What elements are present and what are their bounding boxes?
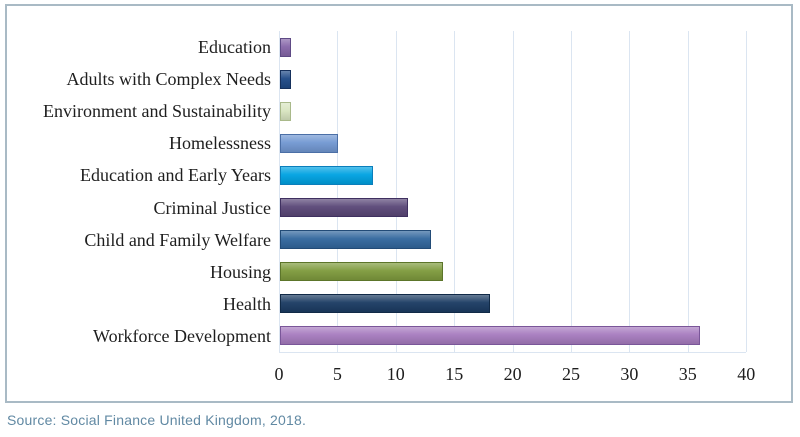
x-tick-label-35: 35 (678, 364, 697, 384)
x-tick-label-10: 10 (386, 364, 405, 384)
category-label-homelessness: Homelessness (169, 133, 271, 154)
category-label-housing: Housing (209, 261, 271, 282)
category-label-health: Health (223, 293, 271, 314)
category-label-criminal-justice: Criminal Justice (153, 197, 271, 218)
bar-housing (279, 262, 444, 282)
bar-adults-with-complex-needs (279, 69, 292, 89)
gridline-25 (571, 31, 572, 352)
category-label-adults-with-complex-needs: Adults with Complex Needs (66, 69, 272, 90)
gridline-15 (454, 31, 456, 352)
x-tick-label-15: 15 (445, 364, 464, 384)
x-tick-label-5: 5 (332, 364, 342, 384)
x-tick-label-25: 25 (562, 364, 580, 384)
gridline-0 (279, 31, 280, 352)
bar-health (279, 294, 490, 314)
x-axis-baseline (279, 352, 747, 353)
category-label-child-and-family-welfare: Child and Family Welfare (84, 229, 271, 250)
bar-education-and-early-years (279, 165, 373, 185)
bar-criminal-justice (279, 198, 408, 218)
gridline-35 (687, 31, 689, 352)
x-tick-label-0: 0 (274, 364, 284, 384)
category-label-education: Education (198, 37, 271, 57)
category-label-environment-and-sustainability: Environment and Sustainability (43, 101, 271, 122)
x-tick-label-30: 30 (620, 364, 639, 384)
gridline-5 (337, 31, 339, 352)
gridline-40 (746, 31, 748, 352)
bar-child-and-family-welfare (279, 230, 432, 250)
bar-environment-and-sustainability (279, 101, 292, 121)
gridline-10 (395, 31, 397, 352)
category-label-workforce-development: Workforce Development (93, 325, 271, 346)
bar-education (279, 37, 292, 57)
chart-frame: Education Adults with Complex Needs Enviro… (5, 4, 793, 403)
x-tick-label-20: 20 (503, 364, 522, 384)
x-tick-label-40: 40 (737, 364, 756, 384)
source-caption: Source: Social Finance United Kingdom, 2… (7, 412, 307, 428)
category-label-education-and-early-years: Education and Early Years (80, 165, 271, 186)
bar-homelessness (279, 133, 338, 153)
gridline-30 (629, 31, 631, 352)
gridline-20 (512, 31, 514, 352)
bar-workforce-development (279, 326, 700, 346)
